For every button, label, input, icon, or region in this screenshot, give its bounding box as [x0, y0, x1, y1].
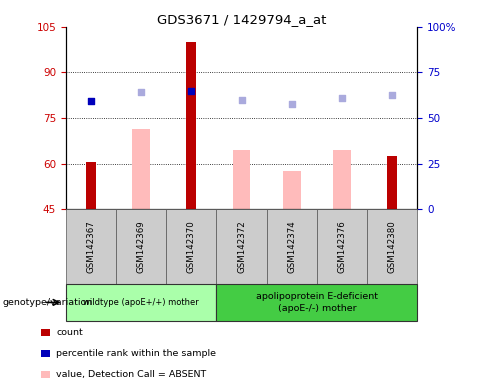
Text: GSM142372: GSM142372 [237, 220, 246, 273]
Title: GDS3671 / 1429794_a_at: GDS3671 / 1429794_a_at [157, 13, 326, 26]
Text: wildtype (apoE+/+) mother: wildtype (apoE+/+) mother [83, 298, 199, 307]
Text: GSM142374: GSM142374 [287, 220, 296, 273]
Text: GSM142367: GSM142367 [86, 220, 96, 273]
Text: value, Detection Call = ABSENT: value, Detection Call = ABSENT [56, 370, 206, 379]
Text: genotype/variation: genotype/variation [2, 298, 93, 307]
Point [388, 92, 396, 98]
Point [288, 101, 296, 108]
Point [238, 97, 245, 103]
Text: GSM142376: GSM142376 [337, 220, 346, 273]
Point [187, 88, 195, 94]
Text: GSM142380: GSM142380 [387, 220, 397, 273]
Point [137, 89, 145, 95]
Bar [132, 129, 150, 209]
Bar [387, 156, 397, 209]
Text: GSM142370: GSM142370 [187, 220, 196, 273]
Bar [186, 42, 196, 209]
Bar [283, 171, 301, 209]
Text: count: count [56, 328, 83, 337]
Text: GSM142369: GSM142369 [137, 220, 146, 273]
Point [87, 98, 95, 104]
Bar [333, 150, 351, 209]
Bar [86, 162, 96, 209]
Text: apolipoprotein E-deficient
(apoE-/-) mother: apolipoprotein E-deficient (apoE-/-) mot… [256, 292, 378, 313]
Text: percentile rank within the sample: percentile rank within the sample [56, 349, 216, 358]
Point [338, 95, 346, 101]
Bar [233, 150, 250, 209]
